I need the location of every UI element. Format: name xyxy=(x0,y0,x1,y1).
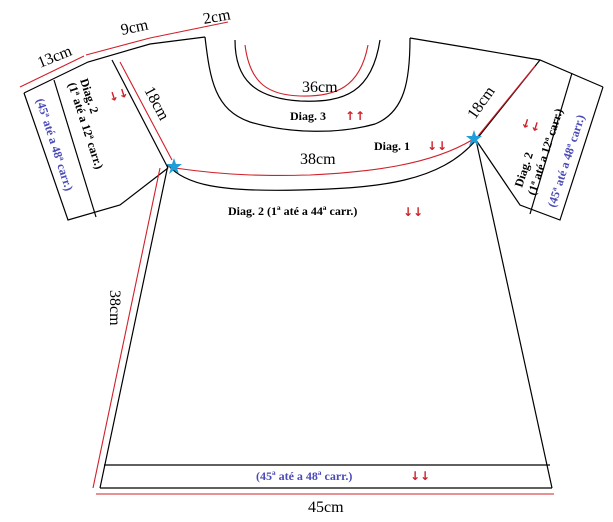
dim-line-18cm-left xyxy=(119,61,173,161)
arrow-diag3: ↑↑ xyxy=(345,109,365,123)
left-sleeve-inner-line xyxy=(111,59,169,169)
dim-45cm: 45cm xyxy=(308,499,344,516)
right-sleeve-panel xyxy=(475,86,604,221)
body-right-side xyxy=(475,139,553,489)
dim-line-36cm xyxy=(244,44,369,97)
right-sleeve-cuff-line xyxy=(529,72,573,215)
hem-blue-label: (45ª até a 48ª carr.) xyxy=(256,469,352,483)
body-left-side xyxy=(99,164,169,489)
right-sleeve-top-edge xyxy=(409,37,604,88)
dim-38cm-body: 38cm xyxy=(106,290,123,326)
neckline-inner xyxy=(234,39,381,102)
dim-18cm-left: 18cm xyxy=(140,84,172,124)
neckline-outer xyxy=(204,36,411,132)
dim-36cm: 36cm xyxy=(302,79,338,96)
yoke-bottom-curve xyxy=(167,139,477,191)
dim-line-38cm-yoke xyxy=(174,139,473,177)
arrow-right-sleeve: ↓↓ xyxy=(519,116,542,136)
garment-outline xyxy=(23,36,604,489)
star-marker-icon xyxy=(166,158,182,174)
dim-13cm: 13cm xyxy=(35,42,75,71)
dim-2cm: 2cm xyxy=(202,6,233,28)
arrow-left-sleeve: ↓↓ xyxy=(107,85,130,105)
dim-9cm: 9cm xyxy=(119,16,150,38)
dim-line-13cm xyxy=(19,55,85,88)
left-sleeve-cuff-line xyxy=(53,79,97,218)
dimension-lines xyxy=(19,21,554,495)
label-diag1: Diag. 1 xyxy=(374,139,410,153)
left-sleeve-top-edge xyxy=(23,36,206,94)
left-sleeve-blue: (45ª até a 48ª carr.) xyxy=(33,97,76,193)
star-marker-icon xyxy=(466,130,482,146)
label-diag3: Diag. 3 xyxy=(290,109,326,123)
label-diag2-body: Diag. 2 (1ª até a 44ª carr.) xyxy=(228,204,357,218)
dim-38cm-yoke: 38cm xyxy=(300,151,336,168)
dim-line-9cm xyxy=(85,37,151,56)
arrow-diag2-body: ↓↓ xyxy=(403,205,423,219)
dim-line-18cm-right xyxy=(477,65,536,137)
dim-line-2cm xyxy=(149,21,229,39)
arrow-diag1: ↓↓ xyxy=(427,139,447,153)
arrow-hem: ↓↓ xyxy=(410,469,430,483)
dim-line-38cm-body xyxy=(92,167,161,489)
